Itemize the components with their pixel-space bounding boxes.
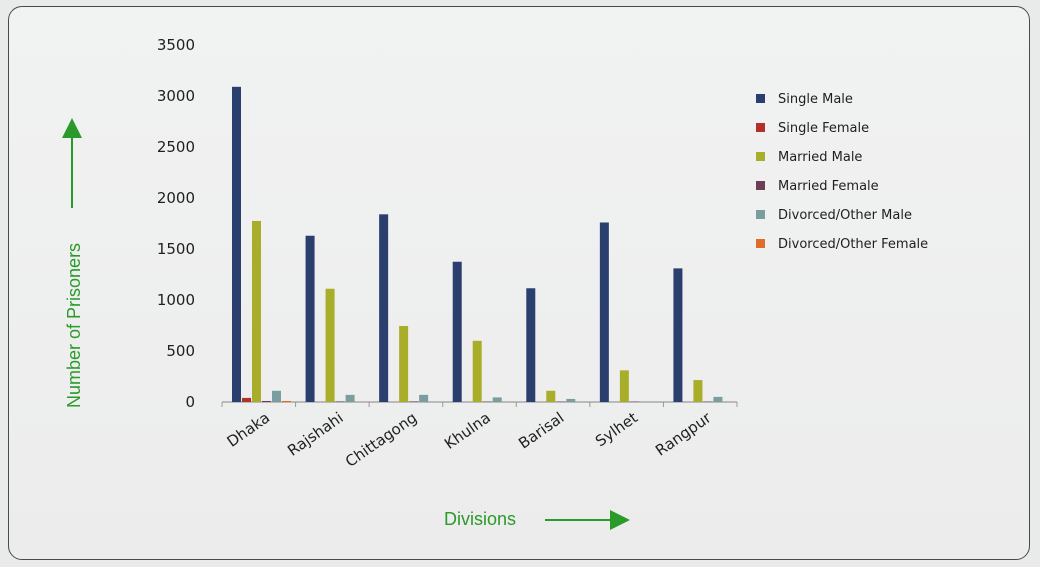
x-axis-title: Divisions [444,509,516,529]
legend-swatch [756,239,765,248]
x-tick-label: Barisal [515,409,567,453]
bar-married-male-barisal [546,390,556,402]
legend-label: Divorced/Other Female [778,237,928,252]
y-tick-label: 2500 [157,138,195,156]
y-tick-label: 3500 [157,36,195,54]
legend-swatch [756,123,765,132]
bar-married-male-khulna [472,340,482,402]
bar-divorced-other-male-rajshahi [345,394,355,402]
y-tick-label: 3000 [157,87,195,105]
bar-single-male-chittagong [379,214,389,402]
bar-married-female-rajshahi [335,401,345,402]
y-axis-title: Number of Prisoners [64,243,84,408]
bar-married-male-sylhet [619,370,629,402]
y-tick-label: 2000 [157,189,195,207]
y-tick-label: 1000 [157,291,195,309]
plot-area: 0 500 1000 1500 2000 2500 3000 3500 Dhaka Rajshah… [157,36,738,471]
legend-swatch [756,152,765,161]
bar-married-male-dhaka [252,220,261,402]
x-tick-label: Sylhet [592,408,641,450]
bar-single-male-rajshahi [305,235,315,402]
bar-divorced-other-male-barisal [566,398,576,402]
y-tick-label: 1500 [157,240,195,258]
bar-married-female-chittagong [409,401,419,402]
bar-single-male-rangpur [673,268,683,402]
legend-swatch [756,181,765,190]
x-tick-label: Dhaka [224,409,274,451]
legend-label: Married Male [778,150,862,165]
bar-married-female-dhaka [262,400,271,402]
y-tick-label: 500 [166,342,195,360]
bar-married-male-rajshahi [325,288,335,402]
legend-label: Single Female [778,121,869,136]
x-tick-label: Rajshahi [284,409,346,460]
bar-married-male-chittagong [399,326,409,402]
bar-single-male-barisal [526,288,536,402]
legend: Single Male Single Female Married Male Marr… [756,92,928,252]
bar-divorced-other-male-chittagong [419,394,429,402]
bar-single-male-dhaka [232,86,241,402]
bar-divorced-other-male-dhaka [272,390,281,402]
bar-single-male-sylhet [599,222,609,402]
bar-single-female-dhaka [242,397,251,402]
x-tick-label: Rangpur [652,408,715,460]
x-tick-label: Khulna [441,409,494,453]
y-tick-label: 0 [185,393,195,411]
legend-label: Single Male [778,92,853,107]
bar-divorced-other-male-rangpur [713,396,723,402]
legend-label: Divorced/Other Male [778,208,912,223]
chart-card [8,6,1030,560]
legend-swatch [756,94,765,103]
x-tick-label: Chittagong [342,409,420,471]
bar-divorced-other-female-dhaka [282,400,291,402]
bar-divorced-other-male-khulna [492,397,502,402]
bar-married-male-rangpur [693,380,703,402]
bar-single-male-khulna [452,261,462,402]
legend-label: Married Female [778,179,879,194]
legend-swatch [756,210,765,219]
